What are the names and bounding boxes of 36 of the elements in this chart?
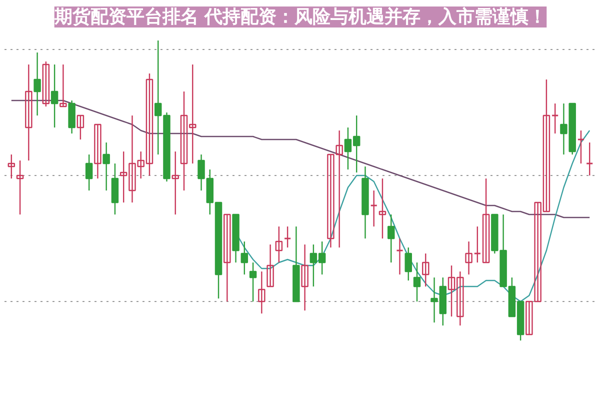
candlestick (474, 226, 482, 264)
candlestick (60, 64, 67, 108)
candlestick (111, 162, 119, 216)
candlestick (284, 226, 292, 248)
candlestick (16, 160, 24, 216)
candlestick (404, 246, 412, 282)
candlestick (422, 252, 430, 288)
candlestick (76, 114, 84, 140)
candlestick (551, 102, 559, 134)
candlestick (378, 178, 386, 240)
candlestick (34, 52, 41, 116)
candlestick (266, 244, 274, 288)
candlestick (387, 214, 395, 264)
candlestick (25, 64, 32, 162)
candlestick (172, 150, 179, 216)
candlestick (258, 270, 266, 314)
candlestick (482, 178, 490, 264)
chart-title: 期货配资平台排名 代持配资：风险与机遇并存，入市需谨慎！ (53, 6, 547, 28)
candlestick (85, 154, 93, 192)
candlestick (42, 60, 50, 108)
candlestick (413, 262, 421, 302)
candlestick (240, 240, 248, 276)
candlestick (396, 238, 404, 276)
candlestick (301, 244, 308, 312)
candlestick (586, 142, 594, 176)
candlestick (50, 64, 58, 128)
candlestick (370, 190, 378, 228)
candlestick (94, 124, 102, 180)
candlestick (577, 130, 585, 164)
candlestick (68, 100, 76, 134)
candlestick (102, 142, 110, 192)
candlestick (249, 262, 257, 302)
candlestick (8, 154, 16, 180)
candlestick (465, 240, 472, 276)
candlestick (224, 214, 231, 302)
candlestick (275, 226, 283, 264)
